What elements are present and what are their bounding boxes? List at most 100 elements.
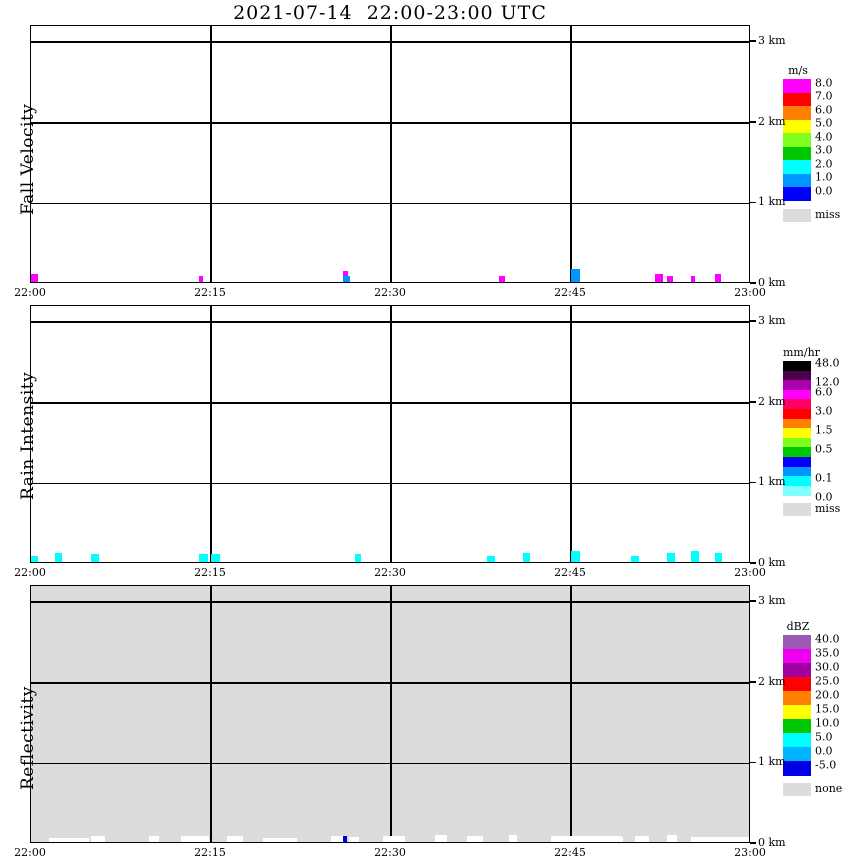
colorbar-tick-label: 3.0 [815, 405, 833, 418]
colorbar-missing-label: miss [815, 502, 840, 515]
data-cell [715, 274, 721, 283]
panel-rain-intensity [30, 305, 750, 563]
colorbar-tick-label: 7.0 [815, 90, 833, 103]
y-tick-mark [750, 202, 756, 204]
data-cell [509, 835, 517, 843]
gridline-vertical [570, 586, 572, 842]
data-cell [199, 554, 208, 563]
gridline-vertical [210, 586, 212, 842]
x-tick-label: 22:15 [194, 286, 226, 299]
colorbar-swatch [783, 160, 811, 174]
data-cell [31, 556, 38, 563]
y-tick-label: 3 km [758, 34, 786, 47]
data-cell [655, 274, 663, 283]
gridline-vertical [390, 306, 392, 562]
data-cell [181, 836, 209, 843]
data-cell [435, 835, 447, 843]
colorbar-tick-label: 20.0 [815, 688, 840, 701]
y-tick-mark [750, 282, 756, 284]
x-tick-label: 22:00 [14, 286, 46, 299]
colorbar-tick-label: 4.0 [815, 130, 833, 143]
colorbar-missing-label: miss [815, 208, 840, 221]
x-tick-label: 22:00 [14, 566, 46, 579]
colorbar-swatch [783, 93, 811, 107]
data-cell [263, 838, 297, 843]
y-tick-label: 2 km [758, 395, 786, 408]
gridline-vertical [570, 306, 572, 562]
data-cell [667, 835, 677, 843]
data-cell [349, 837, 359, 843]
colorbar-tick-label: 1.5 [815, 424, 833, 437]
colorbar-tick-label: 1.0 [815, 171, 833, 184]
colorbar-tick-label: 30.0 [815, 660, 840, 673]
data-cell [149, 836, 159, 843]
colorbar-swatch [783, 691, 811, 706]
data-cell [383, 836, 405, 843]
x-tick-label: 22:45 [554, 846, 586, 859]
colorbar-missing-swatch [783, 209, 811, 222]
data-cell [691, 837, 750, 843]
panel-fall-velocity [30, 25, 750, 283]
y-tick-label: 2 km [758, 115, 786, 128]
colorbar-unit-label: dBZ [783, 620, 813, 633]
x-tick-label: 23:00 [734, 846, 766, 859]
data-cell [49, 838, 89, 843]
colorbar-tick-label: 25.0 [815, 674, 840, 687]
colorbar-tick-label: 10.0 [815, 716, 840, 729]
data-cell [635, 836, 649, 843]
fall-velocity-plot-area[interactable] [30, 25, 750, 283]
data-cell [487, 556, 495, 563]
colorbar-swatch [783, 705, 811, 720]
colorbar-swatch [783, 147, 811, 161]
y-tick-mark [750, 320, 756, 322]
colorbar-tick-label: 40.0 [815, 632, 840, 645]
panel-reflectivity [30, 585, 750, 843]
colorbar-tick-label: 35.0 [815, 646, 840, 659]
colorbar-tick-label: 0.1 [815, 472, 833, 485]
colorbar-swatch [783, 120, 811, 134]
colorbar-tick-label: 2.0 [815, 157, 833, 170]
rain-intensity-plot-area[interactable] [30, 305, 750, 563]
x-tick-label: 22:45 [554, 566, 586, 579]
colorbar-missing-swatch [783, 783, 811, 796]
gridline-vertical [210, 26, 212, 282]
colorbar-missing-swatch [783, 503, 811, 516]
panel-label-reflectivity: Reflectivity [18, 686, 38, 790]
data-cell [211, 554, 220, 563]
data-cell [343, 276, 350, 283]
colorbar-swatch [783, 761, 811, 776]
data-cell [571, 551, 580, 563]
data-cell [691, 276, 695, 283]
y-tick-mark [750, 681, 756, 683]
colorbar-tick-label: 3.0 [815, 144, 833, 157]
panel-label-fall-velocity: Fall Velocity [18, 104, 38, 215]
colorbar-tick-label: 0.0 [815, 184, 833, 197]
x-tick-label: 23:00 [734, 566, 766, 579]
colorbar-swatch [783, 133, 811, 147]
colorbar-swatch [783, 747, 811, 762]
data-cell [55, 553, 62, 563]
data-cell [91, 554, 99, 563]
colorbar-missing-label: none [815, 782, 842, 795]
y-tick-mark [750, 562, 756, 564]
colorbar-swatch [783, 106, 811, 120]
data-cell [91, 836, 105, 843]
x-tick-label: 22:15 [194, 846, 226, 859]
data-cell [631, 556, 639, 563]
colorbar-tick-label: 8.0 [815, 76, 833, 89]
y-tick-label: 1 km [758, 475, 786, 488]
y-tick-mark [750, 40, 756, 42]
data-cell [611, 837, 623, 843]
colorbar-swatch [783, 635, 811, 650]
y-tick-label: 1 km [758, 195, 786, 208]
y-tick-mark [750, 121, 756, 123]
colorbar-swatch [783, 79, 811, 93]
reflectivity-plot-area[interactable] [30, 585, 750, 843]
x-tick-label: 22:30 [374, 566, 406, 579]
data-cell [343, 836, 347, 843]
y-tick-label: 3 km [758, 594, 786, 607]
colorbar-tick-label: 6.0 [815, 103, 833, 116]
y-tick-mark [750, 482, 756, 484]
y-tick-mark [750, 600, 756, 602]
y-tick-label: 2 km [758, 675, 786, 688]
